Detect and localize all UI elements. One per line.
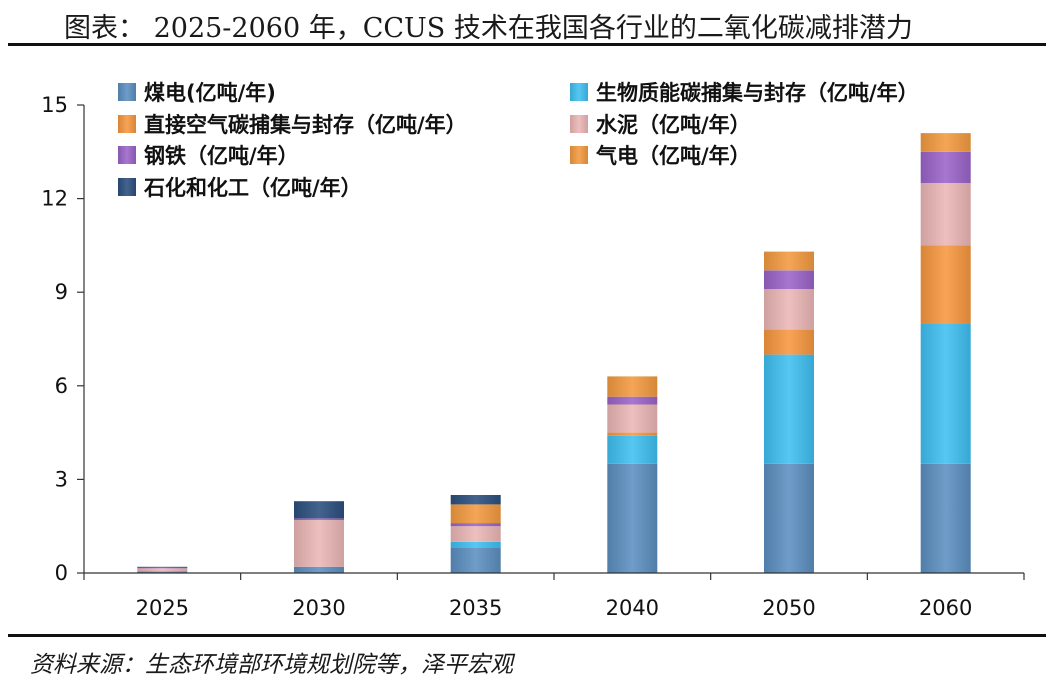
y-tick-label: 0 <box>55 561 68 585</box>
legend-label: 水泥（亿吨/年） <box>596 113 751 137</box>
bar-segment <box>607 404 658 433</box>
bar-segment <box>920 133 971 152</box>
bar-segment <box>764 289 814 330</box>
bar-segment <box>137 568 188 572</box>
bottom-rule <box>8 634 1046 637</box>
bar-segment <box>764 270 814 290</box>
x-tick-label: 2030 <box>292 596 345 620</box>
bar-segment <box>607 432 658 436</box>
bar-segment <box>450 504 501 524</box>
bar-segment <box>764 354 814 464</box>
legend-swatch <box>570 115 588 133</box>
chart-title: 图表： 2025-2060 年，CCUS 技术在我国各行业的二氧化碳减排潜力 <box>64 13 913 44</box>
bar-segment <box>764 251 814 271</box>
bar-segment <box>607 376 658 397</box>
bar-segment <box>920 151 971 183</box>
legend-label: 煤电(亿吨/年) <box>144 81 276 105</box>
bar-segment <box>137 567 188 569</box>
legend-swatch <box>570 83 588 101</box>
y-tick-label: 12 <box>41 187 68 211</box>
bar-segment <box>137 571 188 573</box>
bar-segment <box>450 526 501 542</box>
bar-segment <box>137 566 188 568</box>
source-note: 资料来源：生态环境部环境规划院等，泽平宏观 <box>30 652 513 678</box>
legend-label: 气电（亿吨/年） <box>595 144 751 168</box>
bar-segment <box>764 329 814 355</box>
legend-label: 钢铁（亿吨/年） <box>144 144 299 168</box>
x-tick-label: 2040 <box>606 596 659 620</box>
bar-segment <box>294 501 344 519</box>
bar-segment <box>450 548 501 573</box>
x-tick-label: 2025 <box>136 596 189 620</box>
legend-label: 生物质能碳捕集与封存（亿吨/年） <box>596 81 919 105</box>
y-tick-label: 9 <box>55 280 68 304</box>
bar-segment <box>920 323 971 464</box>
y-tick-label: 3 <box>55 467 68 491</box>
legend-swatch <box>118 178 136 196</box>
bar-segment <box>920 463 971 573</box>
bar-segment <box>920 245 971 324</box>
bar-segment <box>294 518 344 520</box>
x-tick-label: 2035 <box>449 596 502 620</box>
y-tick-label: 15 <box>41 93 68 117</box>
legend-swatch <box>118 115 136 133</box>
legend-label: 石化和化工（亿吨/年） <box>143 176 362 200</box>
legend-label: 直接空气碳捕集与封存（亿吨/年） <box>144 113 467 137</box>
x-tick-label: 2060 <box>919 596 972 620</box>
bar-segment <box>450 523 501 527</box>
bar-segment <box>607 396 658 405</box>
bar-segment <box>764 463 814 573</box>
bar-segment <box>294 520 344 567</box>
top-rule <box>8 43 1046 46</box>
bar-segment <box>607 435 658 464</box>
bar-segment <box>607 463 658 573</box>
legend-swatch <box>118 83 136 101</box>
legend-swatch <box>570 146 588 164</box>
bar-segment <box>294 566 344 573</box>
bar-segment <box>450 495 501 505</box>
bar-segment <box>920 183 971 246</box>
x-tick-label: 2050 <box>762 596 815 620</box>
legend-swatch <box>118 146 136 164</box>
bar-segment <box>450 541 501 548</box>
y-tick-label: 6 <box>55 374 68 398</box>
